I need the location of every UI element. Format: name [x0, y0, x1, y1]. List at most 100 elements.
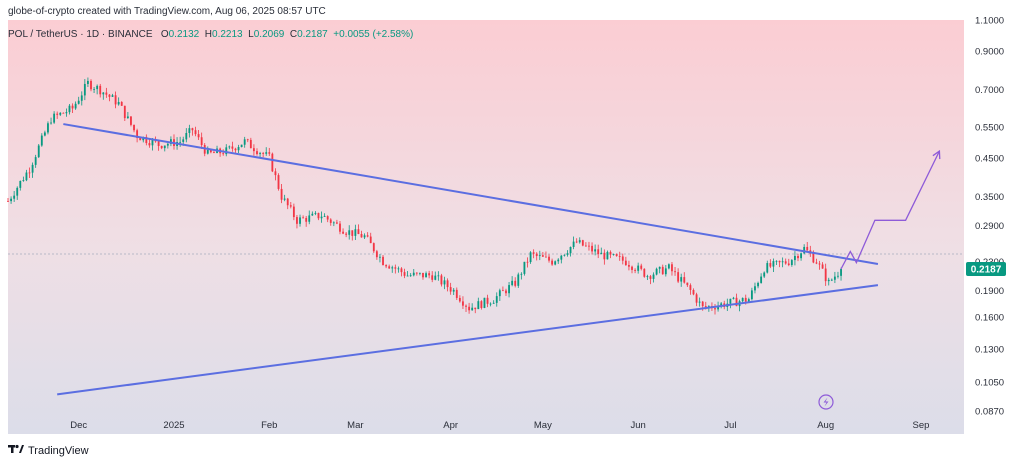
y-tick-label: 0.3500: [975, 192, 1004, 203]
candle-body: [133, 124, 135, 131]
price-axis[interactable]: 1.1000 0.9000 0.7000 0.5500 0.4500 0.3500 0.29…: [975, 16, 1004, 418]
candle-body: [671, 264, 673, 272]
candle-body: [803, 246, 806, 254]
candle-body: [169, 139, 172, 144]
y-tick-label: 0.1600: [975, 313, 1004, 324]
candle-body: [7, 200, 9, 202]
candle-body: [379, 256, 381, 258]
candle-body: [50, 122, 52, 124]
candle-body: [584, 245, 587, 247]
candle-body: [335, 222, 338, 224]
candle-body: [508, 285, 510, 294]
candle-body: [391, 267, 394, 269]
candle-body: [296, 217, 298, 224]
candle-body: [206, 149, 209, 154]
candle-body: [268, 152, 271, 154]
candle-body: [667, 264, 670, 269]
candle-body: [357, 229, 360, 235]
candle-body: [747, 299, 750, 302]
candle-body: [385, 265, 388, 267]
symbol-name[interactable]: POL / TetherUS · 1D · BINANCE: [8, 29, 153, 40]
candle-body: [366, 235, 369, 237]
candle-body: [428, 273, 431, 276]
candle-body: [375, 251, 378, 258]
candle-body: [200, 137, 203, 146]
candle-body: [243, 139, 246, 145]
candle-body: [471, 307, 474, 311]
candle-body: [637, 265, 640, 271]
candle-body: [308, 215, 311, 222]
candle-body: [382, 256, 384, 266]
y-tick-label: 0.4500: [975, 153, 1004, 164]
y-tick-label: 1.1000: [975, 16, 1004, 27]
candle-body: [640, 265, 643, 269]
candle-body: [729, 298, 732, 304]
candle-body: [760, 276, 763, 283]
candle-body: [265, 152, 268, 154]
candle-body: [283, 198, 286, 200]
candle-body: [59, 112, 62, 115]
lightning-icon[interactable]: [818, 394, 834, 410]
candle-body: [80, 95, 83, 101]
projection-path: [840, 150, 940, 270]
candle-body: [256, 151, 258, 155]
candle-body: [130, 116, 132, 125]
candle-body: [618, 256, 621, 257]
footer: TradingView: [8, 444, 89, 457]
candle-body: [763, 272, 766, 277]
candle-body: [664, 268, 667, 275]
candle-body: [87, 80, 89, 84]
candle-body: [93, 89, 95, 90]
candle-body: [277, 175, 280, 189]
tradingview-logo-icon[interactable]: [8, 444, 24, 457]
projection-group: [840, 149, 941, 270]
candle-body: [781, 261, 784, 263]
candle-body: [732, 297, 735, 299]
low-label: L: [248, 29, 254, 40]
candle-body: [286, 198, 289, 206]
candle-body: [105, 92, 108, 95]
y-tick-label: 0.1300: [975, 345, 1004, 356]
candle-body: [126, 116, 129, 119]
candle-body: [111, 95, 114, 97]
candle-body: [600, 252, 603, 255]
candle-body: [514, 280, 517, 286]
candle-body: [354, 229, 357, 236]
y-tick-label: 0.5500: [975, 122, 1004, 133]
candle-body: [108, 94, 111, 97]
candle-body: [31, 164, 34, 173]
candle-body: [511, 280, 514, 286]
candle-body: [403, 272, 406, 276]
candle-body: [717, 305, 720, 310]
candle-body: [280, 188, 283, 200]
candle-body: [757, 282, 759, 287]
price-badge-box: [966, 262, 1006, 277]
candle-body: [603, 252, 606, 260]
candle-body: [372, 243, 375, 252]
candle-body: [74, 103, 77, 109]
candle-body: [569, 246, 572, 254]
candle-body: [492, 302, 495, 304]
candle-body: [677, 272, 680, 282]
candle-body: [320, 216, 323, 219]
candle-body: [406, 275, 409, 277]
candle-body: [412, 272, 415, 276]
candle-body: [259, 153, 261, 155]
candle-body: [234, 148, 237, 151]
candle-body: [123, 105, 126, 119]
candle-body: [692, 289, 695, 295]
trendlines-group: [57, 123, 879, 396]
candle-body: [440, 275, 443, 285]
candle-body: [422, 272, 424, 278]
candle-body: [812, 253, 815, 263]
candle-body: [25, 172, 28, 181]
time-axis[interactable]: Dec 2025 Feb Mar Apr May Jun Jul Aug Sep: [70, 420, 929, 431]
brand-name[interactable]: TradingView: [28, 444, 89, 457]
candle-body: [339, 223, 341, 232]
candle-body: [40, 135, 43, 146]
candle-body: [797, 255, 799, 259]
candle-body: [415, 272, 418, 274]
candle-body: [452, 289, 455, 292]
